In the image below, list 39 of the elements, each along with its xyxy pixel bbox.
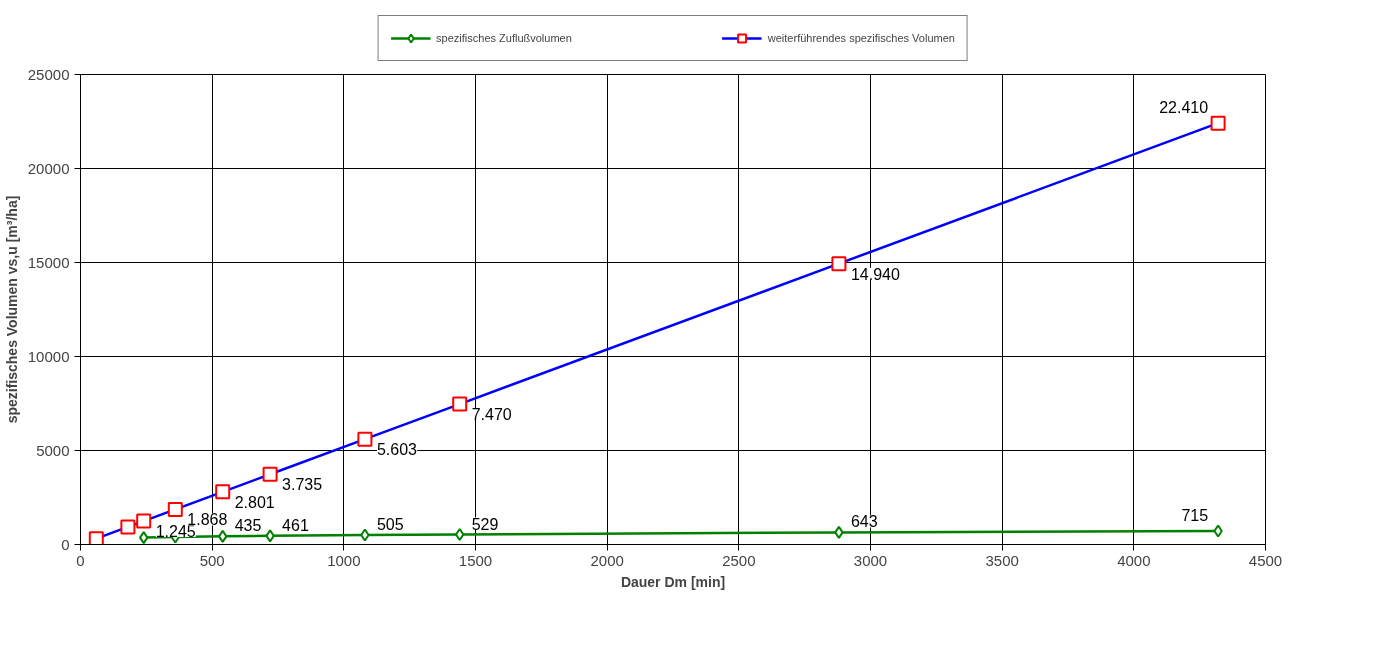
y-tick-label: 0	[61, 535, 70, 553]
data-label: 2.801	[234, 493, 275, 511]
data-label: 715	[1181, 507, 1209, 525]
y-axis-title: spezifisches Volumen vs,u [m³/ha]	[3, 195, 20, 424]
y-tick-label: 20000	[27, 159, 70, 177]
y-tick-label: 10000	[27, 347, 70, 365]
point	[834, 525, 844, 539]
point	[360, 528, 370, 542]
y-tick-label: 25000	[27, 65, 70, 83]
data-label: 505	[376, 516, 404, 534]
point	[265, 529, 275, 543]
point	[455, 528, 465, 542]
point	[1213, 524, 1223, 538]
data-label: 14.940	[850, 265, 900, 283]
x-tick-label: 3500	[985, 551, 1019, 569]
data-label: 5.603	[376, 441, 418, 459]
data-label: 461	[282, 516, 309, 534]
x-tick-label: 3000	[853, 551, 888, 569]
legend-label: weiterführendes spezifisches Volumen	[767, 32, 955, 44]
y-tick-label: 15000	[27, 253, 70, 271]
x-tick-label: 1500	[458, 551, 493, 569]
point	[139, 531, 149, 545]
data-label: 643	[850, 513, 878, 531]
x-tick-label: 500	[199, 551, 225, 569]
x-tick-label: 4500	[1248, 551, 1283, 569]
x-tick-label: 2500	[722, 551, 756, 569]
data-label: 529	[471, 515, 499, 533]
x-axis-title: Dauer Dm [min]	[620, 573, 726, 590]
data-label: 22.410	[1159, 99, 1209, 117]
data-label: 435	[234, 517, 262, 535]
data-label: 3.735	[282, 476, 323, 494]
x-tick-label: 4000	[1117, 551, 1151, 569]
point	[218, 529, 228, 543]
x-tick-label: 2000	[590, 551, 624, 569]
x-tick-label: 1000	[327, 551, 361, 569]
legend-label: spezifisches Zuflußvolumen	[436, 32, 572, 44]
data-label: 7.470	[471, 406, 512, 424]
x-tick-label: 0	[76, 551, 85, 569]
y-tick-label: 5000	[36, 441, 70, 459]
